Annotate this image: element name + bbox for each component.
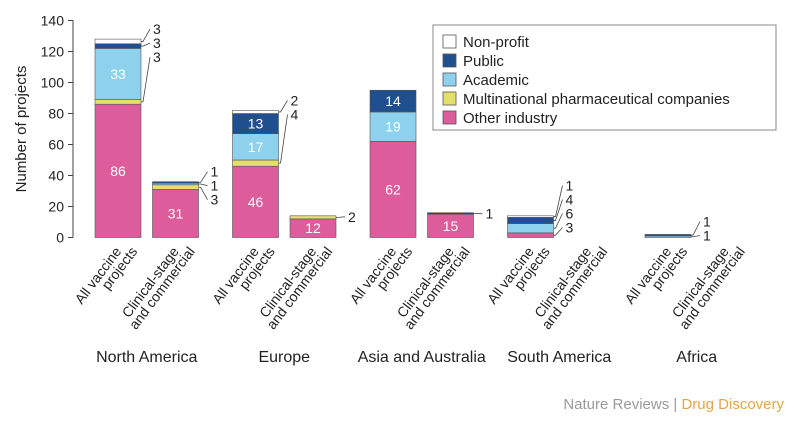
- callout-value: 3: [566, 220, 574, 236]
- journal-name: Drug Discovery: [681, 396, 784, 413]
- bar-value-label: 15: [443, 218, 459, 234]
- bar-value-label: 46: [248, 194, 264, 210]
- y-tick-label: 0: [56, 230, 64, 246]
- callout-leader: [141, 42, 151, 47]
- bar-value-label: 12: [305, 220, 321, 236]
- callout-leader: [691, 221, 701, 236]
- bar-segment-other-industry: [232, 165, 279, 238]
- bar-segment-multinational-pharmaceutical-companies: [152, 184, 199, 190]
- callout-value: 2: [348, 209, 356, 225]
- legend-label: Public: [463, 53, 504, 70]
- bar-segment-academic: [369, 111, 417, 142]
- y-tick-label: 20: [48, 199, 64, 215]
- callout-leader: [553, 199, 563, 221]
- callout-value: 1: [211, 164, 219, 180]
- publisher-name: Nature Reviews: [563, 396, 670, 413]
- callout-leader: [553, 185, 563, 217]
- callout-value: 3: [153, 49, 161, 65]
- legend-swatch: [442, 72, 457, 87]
- bar-segment-academic: [94, 48, 142, 100]
- bar-segment-public: [507, 217, 554, 224]
- y-axis: 0 20 40 60 80 100 120 140 Number of projects: [13, 13, 74, 246]
- bar-segment-non-profit: [232, 110, 279, 114]
- bar-value-label: 31: [168, 205, 184, 221]
- callout-value: 4: [566, 192, 574, 208]
- callout-value: 1: [211, 178, 219, 194]
- credit-separator: |: [673, 396, 678, 413]
- group-label: Africa: [676, 349, 717, 366]
- callout-value: 4: [291, 106, 299, 122]
- bar-segment-multinational-pharmaceutical-companies: [94, 99, 142, 105]
- y-tick-label: 80: [48, 106, 64, 122]
- legend-label: Multinational pharmaceutical companies: [463, 91, 730, 108]
- callout-value: 1: [703, 214, 711, 230]
- callout-leader: [198, 183, 208, 187]
- callout-value: 1: [566, 178, 574, 194]
- legend-label: Academic: [463, 72, 529, 89]
- group-label: North America: [96, 349, 197, 366]
- y-tick-label: 140: [41, 13, 65, 29]
- callout-leader: [198, 186, 208, 200]
- group-label: South America: [507, 349, 611, 366]
- callout-leader: [278, 114, 288, 164]
- bar-segment-public: [94, 43, 142, 49]
- bar-segment-other-industry: [152, 189, 199, 238]
- bar-segment-non-profit: [94, 38, 142, 45]
- legend-box: [432, 24, 777, 131]
- y-axis-title: Number of projects: [13, 66, 30, 193]
- bar-segment-multinational-pharmaceutical-companies: [289, 215, 337, 220]
- callout-value: 3: [153, 21, 161, 37]
- bar-segment-academic: [232, 133, 279, 161]
- legend-swatch: [442, 110, 457, 125]
- callout-leader: [198, 171, 208, 183]
- y-tick-label: 40: [48, 168, 64, 184]
- bar-segment-other-industry: [369, 141, 417, 238]
- callout-leader: [336, 216, 346, 218]
- bar-segment-non-profit: [507, 215, 554, 218]
- callout-leader: [691, 235, 701, 238]
- bar-segment-other-industry: [507, 232, 554, 238]
- legend-swatch: [442, 53, 457, 68]
- bar-value-label: 17: [248, 139, 264, 155]
- bar-value-label: 13: [248, 116, 264, 132]
- callout-leader: [278, 100, 288, 113]
- legend-label: Other industry: [463, 110, 558, 127]
- bar-segment-public: [427, 212, 474, 215]
- bar-segment-academic: [507, 223, 554, 234]
- bar-value-label: 14: [385, 93, 401, 109]
- credit-line: Nature Reviews | Drug Discovery: [563, 396, 784, 413]
- y-tick-label: 60: [48, 137, 64, 153]
- callout-leader: [141, 57, 151, 103]
- bar-segment-multinational-pharmaceutical-companies: [232, 159, 279, 167]
- callout-leader: [553, 227, 563, 236]
- callout-value: 3: [153, 35, 161, 51]
- bar-segment-public: [644, 234, 692, 237]
- group-label: Asia and Australia: [358, 349, 486, 366]
- callout-value: 1: [703, 228, 711, 244]
- legend-swatch: [442, 34, 457, 49]
- bar-segment-public: [369, 89, 417, 113]
- callout-leader: [141, 28, 151, 42]
- callout-value: 1: [486, 206, 494, 222]
- bar-value-label: 86: [110, 163, 126, 179]
- callout-value: 2: [291, 92, 299, 108]
- y-tick-label: 120: [41, 44, 65, 60]
- legend: Non-profit Public Academic Multinational ph…: [432, 24, 777, 131]
- legend-label: Non-profit: [463, 34, 530, 51]
- callout-leader: [553, 213, 563, 229]
- bar-value-label: 62: [385, 181, 401, 197]
- bar-value-label: 33: [110, 66, 126, 82]
- callout-value: 6: [566, 206, 574, 222]
- legend-swatch: [442, 91, 457, 106]
- y-tick-label: 100: [41, 75, 65, 91]
- callout-value: 3: [211, 192, 219, 208]
- bar-segment-public: [152, 181, 199, 184]
- bar-value-label: 19: [385, 119, 401, 135]
- bar-segment-other-industry: [94, 103, 142, 238]
- group-label: Europe: [258, 349, 310, 366]
